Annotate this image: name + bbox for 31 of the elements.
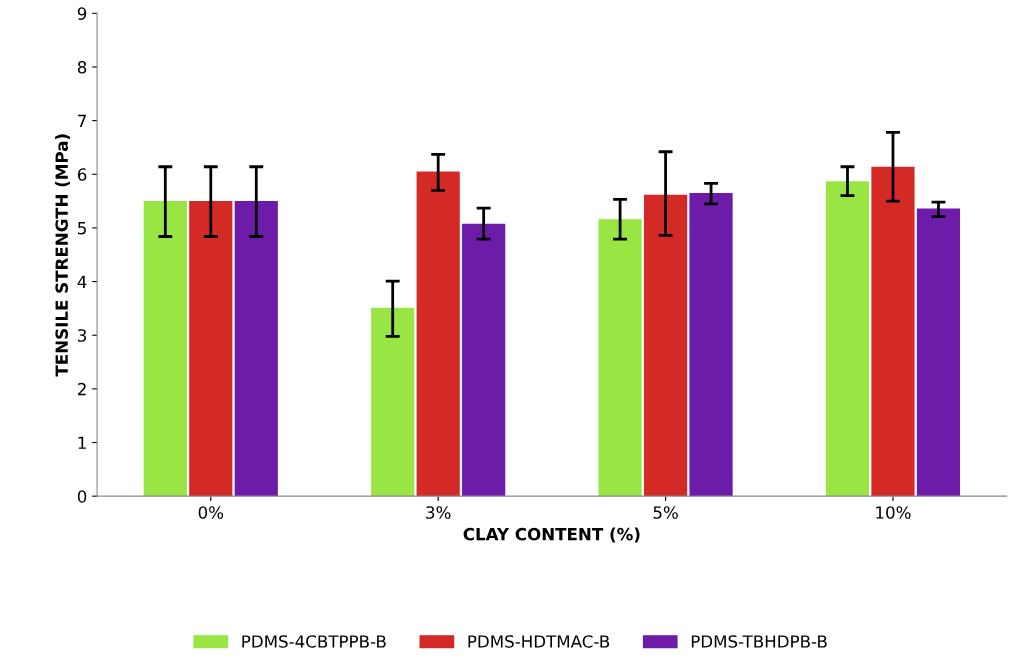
y-tick-label: 4	[77, 275, 87, 288]
x-tick-label: 0%	[198, 506, 224, 519]
bar	[143, 201, 187, 497]
legend-label: PDMS-TBHDPB-B	[691, 635, 827, 648]
y-tick-label: 5	[78, 222, 86, 235]
bar	[871, 166, 915, 497]
bar	[689, 193, 733, 497]
y-tick-label: 0	[77, 490, 87, 503]
bar	[598, 219, 642, 497]
x-axis-title: CLAY CONTENT (%)	[463, 527, 640, 543]
legend-label: PDMS-HDTMAC-B	[468, 635, 610, 648]
bar	[916, 208, 961, 497]
bar	[416, 171, 460, 497]
x-tick-label: 3%	[426, 506, 451, 519]
y-tick-label: 7	[78, 114, 86, 127]
bar	[234, 201, 278, 497]
y-tick-label: 3	[78, 329, 87, 342]
x-tick-label: 10%	[876, 506, 911, 519]
y-tick-label: 2	[77, 382, 86, 396]
bar	[643, 194, 688, 497]
bar	[825, 181, 870, 497]
legend-label: PDMS-4CBTPPB-B	[242, 635, 386, 648]
bar	[462, 223, 506, 497]
bar	[189, 201, 233, 497]
x-tick-label: 5%	[653, 506, 678, 519]
bar	[371, 307, 415, 497]
y-tick-label: 8	[77, 60, 87, 74]
y-tick-label: 6	[77, 168, 87, 181]
y-axis-title: TENSILE STRENGTH (MPa)	[55, 134, 70, 377]
y-tick-label: 9	[77, 7, 87, 20]
y-tick-label: 1	[78, 436, 86, 449]
